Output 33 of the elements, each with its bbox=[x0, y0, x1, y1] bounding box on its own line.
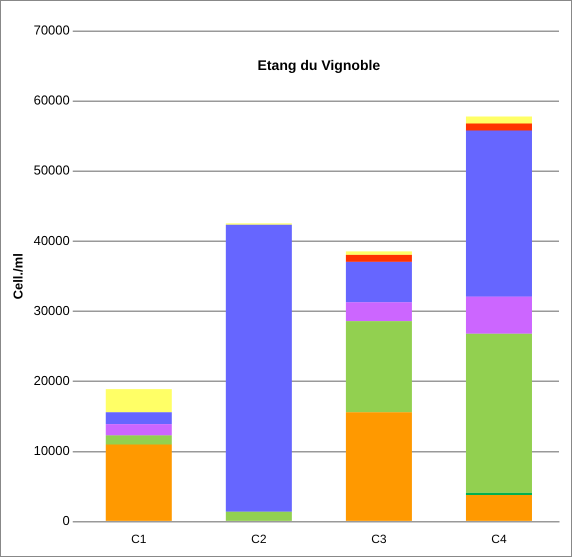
bar bbox=[106, 444, 172, 521]
x-tick-label: C3 bbox=[371, 532, 387, 546]
y-axis-title: Cell./ml bbox=[10, 253, 26, 300]
bar bbox=[466, 334, 532, 493]
bar bbox=[226, 512, 292, 521]
y-tick-label: 40000 bbox=[34, 232, 70, 248]
bar bbox=[346, 302, 412, 322]
bar bbox=[346, 321, 412, 412]
bar bbox=[346, 412, 412, 521]
y-tick-label: 0 bbox=[62, 513, 70, 528]
bar bbox=[466, 116, 532, 124]
y-tick-label: 20000 bbox=[34, 373, 70, 388]
bar bbox=[346, 262, 412, 302]
bar bbox=[106, 424, 172, 436]
bar bbox=[466, 124, 532, 131]
bar bbox=[346, 254, 412, 262]
y-tick-label: 10000 bbox=[34, 443, 70, 458]
y-tick-label: 50000 bbox=[34, 162, 70, 178]
bar bbox=[106, 412, 172, 424]
y-tick-label: 30000 bbox=[34, 302, 70, 318]
bar bbox=[106, 389, 172, 412]
bar bbox=[466, 296, 532, 334]
bar bbox=[106, 435, 172, 445]
bar bbox=[346, 251, 412, 255]
x-tick-label: C4 bbox=[491, 532, 507, 546]
x-tick-label: C1 bbox=[131, 532, 147, 546]
y-tick-label: 60000 bbox=[34, 92, 70, 108]
y-tick-label: 70000 bbox=[34, 22, 70, 38]
bar bbox=[226, 224, 292, 512]
text: Etang du Vignoble bbox=[258, 56, 380, 73]
bar bbox=[466, 130, 532, 297]
x-tick-label: C2 bbox=[251, 532, 267, 546]
bar bbox=[466, 494, 532, 521]
